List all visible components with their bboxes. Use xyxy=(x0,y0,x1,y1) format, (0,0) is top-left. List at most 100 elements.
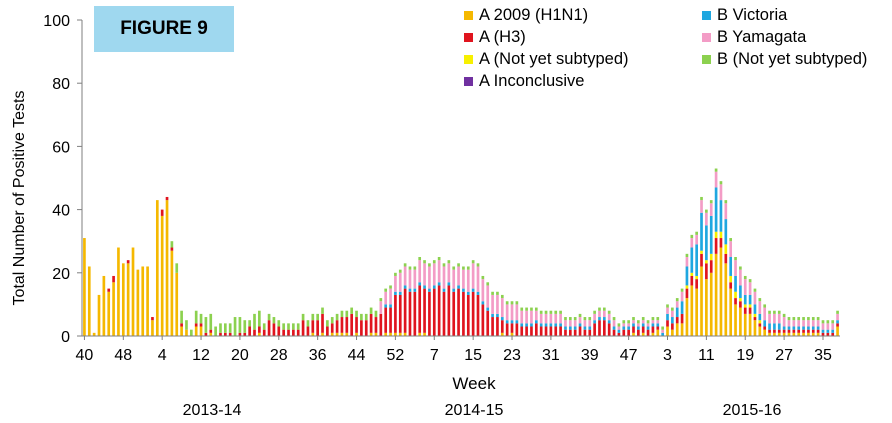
bar-segment-1-153 xyxy=(826,332,830,336)
bar-segment-6-52 xyxy=(335,313,339,321)
bar-segment-6-150 xyxy=(811,317,815,321)
bar-segment-6-114 xyxy=(637,320,640,324)
bar-segment-6-83 xyxy=(486,282,490,286)
bar-segment-4-117 xyxy=(651,323,655,327)
bar-segment-2-134 xyxy=(734,291,737,299)
bar-segment-1-84 xyxy=(491,317,494,336)
bar-segment-0-142 xyxy=(773,332,776,336)
bar-segment-5-108 xyxy=(607,313,611,321)
bar-segment-1-68 xyxy=(413,291,417,336)
bar-segment-4-83 xyxy=(486,307,490,311)
bar-segment-4-104 xyxy=(588,326,592,330)
bar-segment-5-132 xyxy=(724,203,728,220)
bar-segment-5-150 xyxy=(811,320,815,327)
bar-segment-5-86 xyxy=(500,298,504,318)
bar-segment-0-18 xyxy=(170,250,174,336)
bar-segment-5-147 xyxy=(797,320,801,327)
legend-swatch xyxy=(702,32,711,42)
bar-segment-1-146 xyxy=(792,329,796,333)
bar-segment-6-40 xyxy=(277,320,281,327)
bar-segment-6-67 xyxy=(408,266,412,270)
bar-segment-1-32 xyxy=(238,332,242,336)
bar-segment-5-153 xyxy=(826,323,830,330)
bar-segment-5-71 xyxy=(428,266,431,289)
bar-segment-4-131 xyxy=(719,200,723,232)
bar-segment-6-134 xyxy=(734,257,737,261)
bar-segment-4-96 xyxy=(549,323,553,327)
bar-segment-4-65 xyxy=(398,291,402,295)
bar-segment-1-72 xyxy=(432,288,436,336)
bar-segment-1-88 xyxy=(510,323,514,333)
bar-segment-6-145 xyxy=(787,317,791,321)
bar-segment-4-94 xyxy=(539,323,543,327)
bar-segment-1-144 xyxy=(782,329,786,333)
bar-segment-6-56 xyxy=(355,310,358,318)
bar-segment-5-101 xyxy=(573,320,577,327)
bar-segment-6-153 xyxy=(826,320,830,324)
bar-segment-0-2 xyxy=(92,332,96,336)
bar-segment-6-148 xyxy=(802,317,805,321)
bar-segment-5-130 xyxy=(714,171,718,188)
bar-segment-6-20 xyxy=(180,310,183,324)
bar-segment-1-141 xyxy=(768,329,771,333)
bar-segment-6-113 xyxy=(632,317,635,321)
bar-segment-6-31 xyxy=(233,317,237,336)
bar-segment-4-106 xyxy=(598,317,601,321)
bar-segment-4-84 xyxy=(491,313,494,318)
bar-segment-4-90 xyxy=(520,323,524,327)
bar-segment-0-137 xyxy=(748,313,752,336)
x-tick-label: 12 xyxy=(192,347,210,364)
bar-segment-4-92 xyxy=(530,323,533,327)
bar-segment-6-34 xyxy=(248,320,251,327)
bar-segment-6-25 xyxy=(204,317,208,333)
bar-segment-4-109 xyxy=(612,326,616,330)
bar-segment-4-101 xyxy=(573,326,577,330)
bar-segment-6-57 xyxy=(360,313,363,321)
bar-segment-2-139 xyxy=(758,320,762,324)
bar-segment-0-134 xyxy=(734,304,737,336)
bar-segment-6-24 xyxy=(199,313,203,324)
bar-segment-5-139 xyxy=(758,301,762,314)
bar-segment-6-133 xyxy=(729,238,733,242)
bar-segment-4-150 xyxy=(811,326,815,330)
bar-segment-1-147 xyxy=(797,329,801,333)
bar-segment-6-139 xyxy=(758,298,762,302)
bar-segment-6-127 xyxy=(700,196,703,201)
bar-segment-0-10 xyxy=(131,247,135,336)
bar-segment-6-117 xyxy=(651,317,655,321)
bar-segment-1-16 xyxy=(160,209,164,216)
bar-segment-1-76 xyxy=(452,291,456,336)
bar-segment-5-83 xyxy=(486,285,490,308)
bar-segment-6-62 xyxy=(384,288,388,292)
bar-segment-4-133 xyxy=(729,257,733,276)
bar-segment-4-144 xyxy=(782,326,786,330)
bar-segment-1-6 xyxy=(112,275,115,283)
bar-segment-6-126 xyxy=(695,231,698,235)
bar-segment-1-57 xyxy=(360,320,363,336)
bar-segment-1-151 xyxy=(816,329,820,333)
bar-segment-0-125 xyxy=(690,285,694,336)
bar-segment-6-94 xyxy=(539,310,543,314)
bar-segment-4-76 xyxy=(452,288,456,292)
bar-segment-1-56 xyxy=(355,317,358,333)
bar-segment-6-36 xyxy=(258,310,261,327)
bar-segment-5-72 xyxy=(432,263,436,286)
bar-segment-5-112 xyxy=(627,323,630,327)
bar-segment-1-128 xyxy=(705,263,708,280)
bar-segment-4-66 xyxy=(403,285,407,289)
bar-segment-6-124 xyxy=(685,253,689,257)
bar-segment-6-72 xyxy=(432,260,436,264)
bar-segment-1-61 xyxy=(379,313,383,336)
bar-segment-5-143 xyxy=(777,313,781,324)
bar-segment-6-120 xyxy=(666,304,669,308)
bar-segment-1-78 xyxy=(462,291,465,336)
bar-segment-5-146 xyxy=(792,320,796,327)
bar-segment-5-97 xyxy=(554,313,558,324)
bar-segment-1-138 xyxy=(753,317,757,321)
bar-segment-4-154 xyxy=(831,329,835,333)
bar-segment-1-58 xyxy=(364,320,368,336)
bar-segment-6-82 xyxy=(481,275,485,280)
bar-segment-6-46 xyxy=(306,320,310,327)
bar-segment-6-80 xyxy=(471,260,475,264)
bar-segment-5-100 xyxy=(568,320,572,327)
